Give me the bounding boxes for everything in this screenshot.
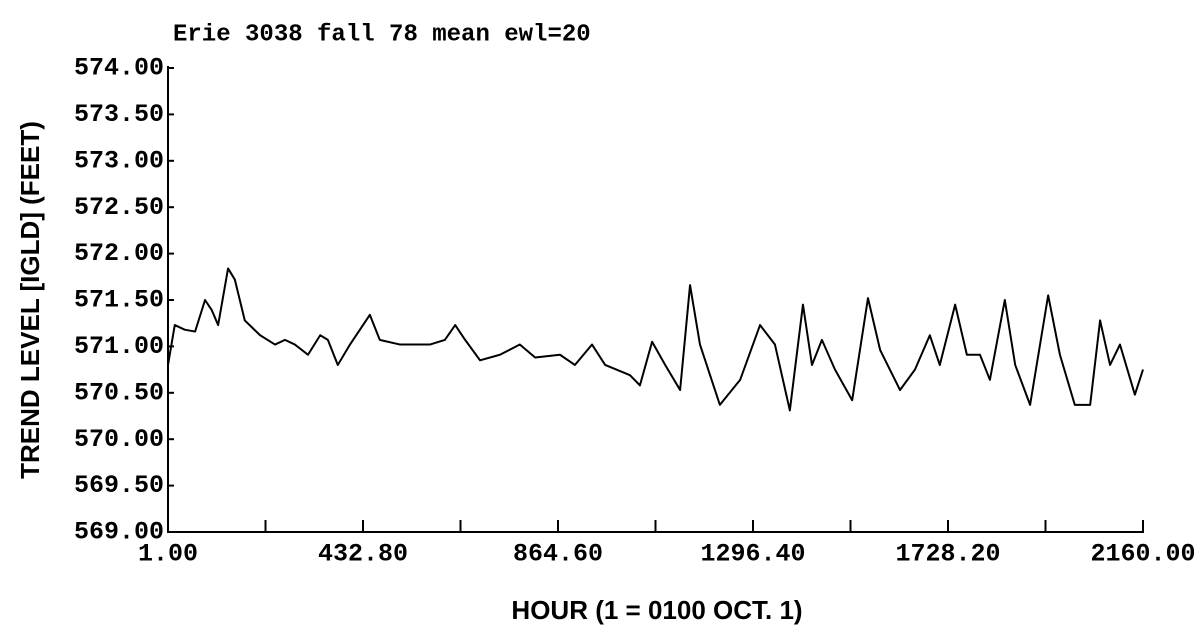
y-tick-label: 572.50 (74, 193, 164, 222)
y-tick-label: 569.00 (74, 518, 164, 547)
y-tick-label: 569.50 (74, 471, 164, 500)
x-tick-label: 864.60 (513, 540, 603, 569)
y-tick-label: 570.00 (74, 425, 164, 454)
y-tick-label: 571.50 (74, 286, 164, 315)
y-tick-label: 570.50 (74, 378, 164, 407)
chart-title: Erie 3038 fall 78 mean ewl=20 (173, 21, 591, 48)
x-tick-label: 2160.00 (1090, 540, 1195, 569)
y-tick-label: 574.00 (74, 54, 164, 83)
y-axis-label: TREND LEVEL [IGLD] (FEET) (15, 121, 45, 479)
y-tick-label: 573.50 (74, 100, 164, 129)
data-line (167, 267, 1144, 412)
x-tick-label: 1.00 (138, 540, 198, 569)
x-tick-label: 432.80 (318, 540, 408, 569)
x-axis-label: HOUR (1 = 0100 OCT. 1) (511, 595, 802, 625)
y-tick-label: 571.00 (74, 332, 164, 361)
y-tick-label: 573.00 (74, 146, 164, 175)
x-tick-label: 1728.20 (895, 540, 1000, 569)
x-tick-label: 1296.40 (700, 540, 805, 569)
y-tick-label: 572.00 (74, 239, 164, 268)
